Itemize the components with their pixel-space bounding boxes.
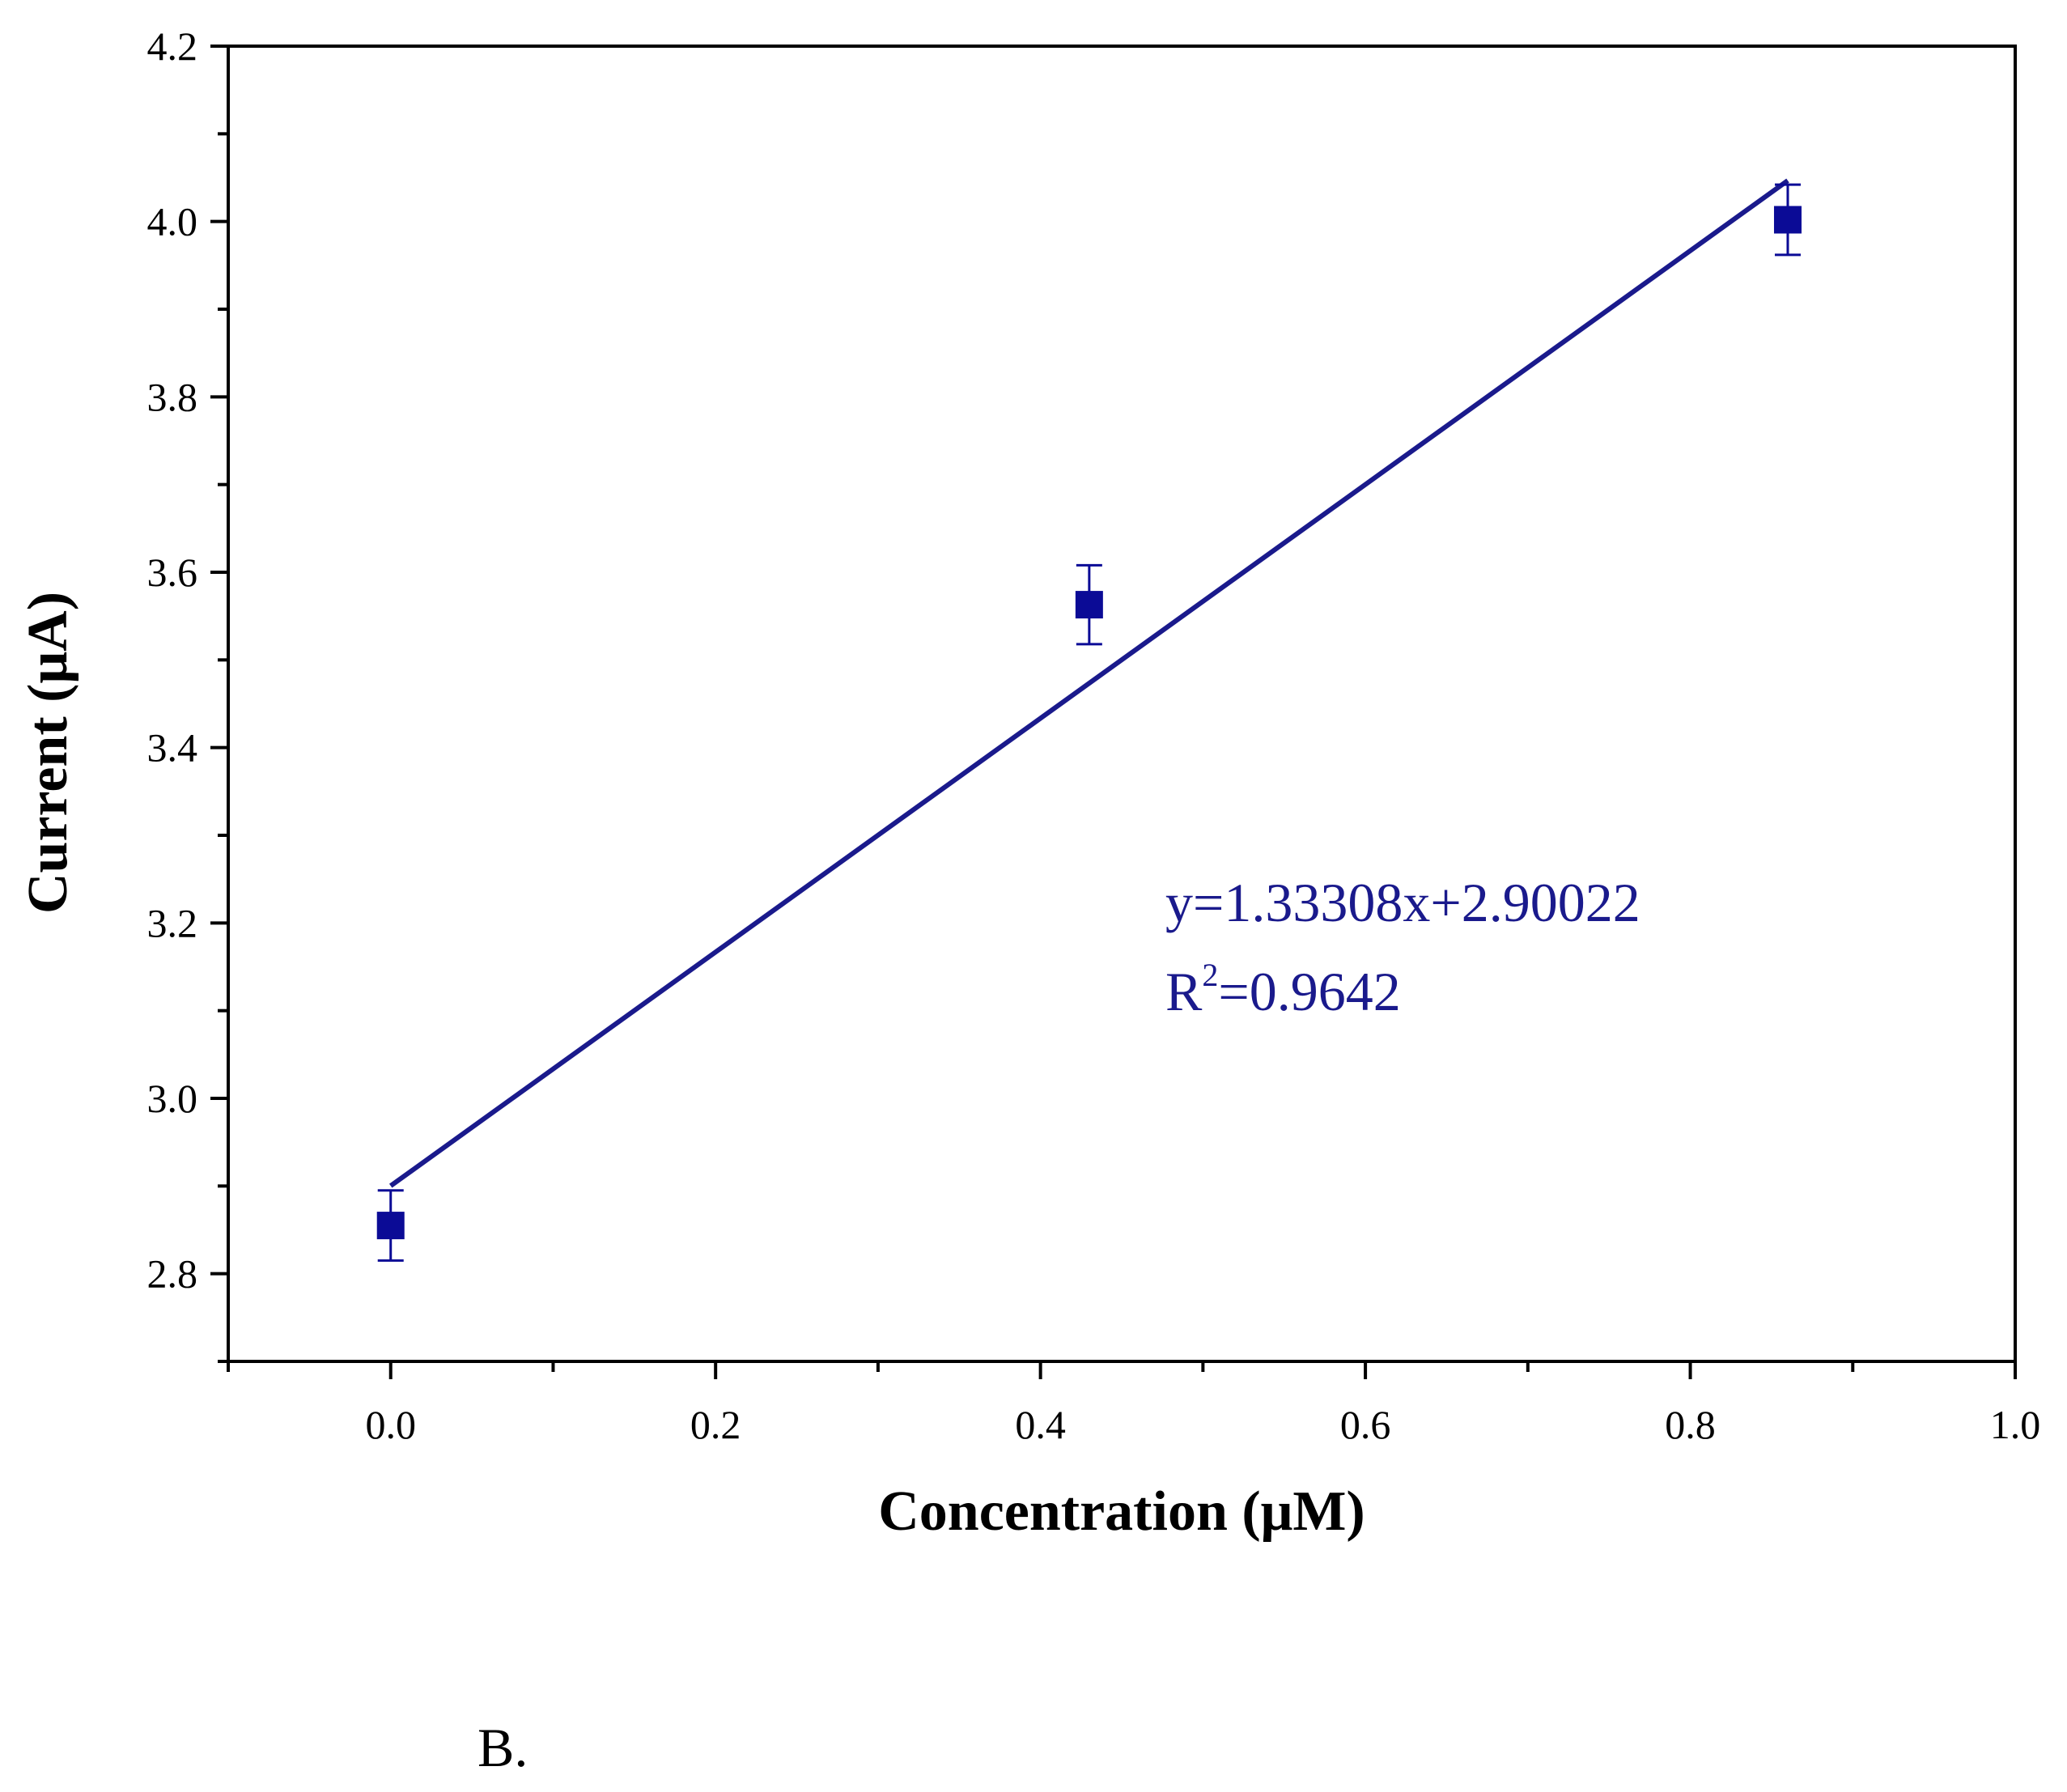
data-point: [1773, 206, 1802, 234]
y-tick-label: 2.8: [147, 1251, 198, 1297]
r-squared-exponent: 2: [1202, 957, 1218, 993]
fit-equation-label: y=1.33308x+2.90022: [1165, 872, 1640, 933]
y-tick-label: 3.4: [147, 725, 198, 771]
plot-border: [227, 45, 2017, 1363]
r-squared-prefix: R: [1165, 961, 1203, 1022]
y-tick-label: 3.2: [147, 900, 198, 945]
y-tick-label: 3.8: [147, 374, 198, 419]
y-axis-ticks: 2.8 3.0 3.2 3.4 3.6 3.8 4.0 4.2: [147, 23, 228, 1363]
x-axis-ticks: 0.0 0.2 0.4 0.6 0.8 1.0: [227, 1361, 2041, 1447]
plot-frame: [227, 45, 2017, 1363]
fit-line-layer: [388, 178, 1789, 1188]
x-tick-label: 0.6: [1340, 1402, 1391, 1447]
x-tick-label: 0.4: [1015, 1402, 1066, 1447]
y-tick-label: 4.2: [147, 23, 198, 69]
y-axis-title: Current (μA): [17, 592, 79, 914]
x-tick-label: 0.8: [1665, 1402, 1716, 1447]
x-tick-label: 1.0: [1990, 1402, 2041, 1447]
fit-line: [388, 178, 1789, 1188]
y-tick-label: 3.0: [147, 1076, 198, 1121]
r-squared-value: =0.9642: [1218, 961, 1400, 1022]
y-tick-label: 3.6: [147, 550, 198, 595]
r-squared-label: R2=0.9642: [1165, 957, 1401, 1022]
data-point: [1075, 591, 1103, 619]
panel-label: B.: [477, 1717, 528, 1778]
x-axis-title: Concentration (μM): [878, 1480, 1365, 1543]
y-tick-label: 4.0: [147, 199, 198, 244]
data-points-layer: [376, 183, 1802, 1262]
data-point: [376, 1212, 405, 1240]
x-tick-label: 0.0: [365, 1402, 416, 1447]
x-tick-label: 0.2: [690, 1402, 741, 1447]
